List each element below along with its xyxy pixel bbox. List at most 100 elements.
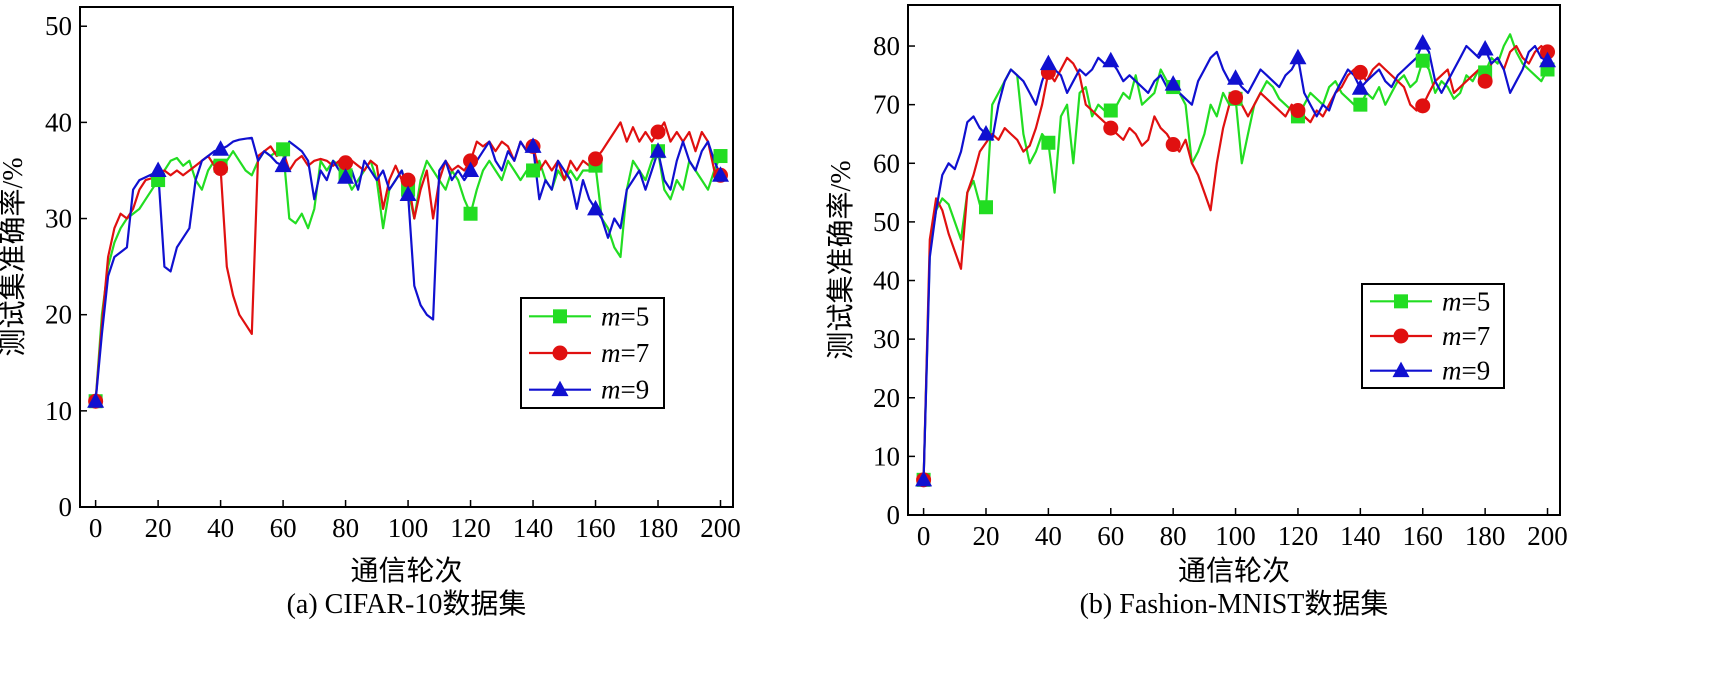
x-tick-label: 200 [700,513,741,543]
y-tick-label: 10 [873,441,900,471]
x-tick-label: 200 [1527,521,1568,551]
x-tick-label: 160 [575,513,616,543]
data-marker [1103,120,1119,136]
y-axis-label: 测试集准确率/% [0,157,29,356]
x-tick-label: 120 [450,513,491,543]
data-marker [400,172,416,188]
y-tick-label: 20 [45,300,72,330]
data-marker [1539,51,1557,68]
data-marker [1415,98,1431,114]
data-marker [977,124,995,141]
data-marker [1352,64,1368,80]
data-marker [87,392,105,408]
data-marker [149,161,167,177]
data-marker [1353,97,1368,112]
chart-caption: (a) CIFAR-10数据集 [287,588,527,620]
legend-marker [1392,361,1410,378]
legend-label-value: =9 [1462,356,1491,386]
legend: m=5m=7m=9 [1361,283,1505,389]
chart-panel-a: 0 20 40 60 80 100 120 140 160 180 200 0 10 20 30 40 50 通… [0,6,741,620]
legend-label: m=5 [1442,286,1490,316]
y-tick-label: 20 [873,383,900,413]
x-tick-label: 40 [207,513,234,543]
data-marker [462,161,480,177]
data-marker [1476,39,1494,56]
data-marker [1414,34,1432,50]
x-tick-label: 100 [1215,521,1256,551]
legend-label-var: m [1442,286,1462,316]
data-marker [524,137,542,153]
x-axis-label: 通信轮次 [350,555,462,587]
data-marker [1041,135,1056,150]
legend-label: m=5 [601,301,649,331]
legend-marker [551,380,569,397]
y-tick-label: 10 [45,396,72,426]
data-marker [1228,90,1244,106]
data-marker [1351,79,1369,95]
data-marker [649,142,667,158]
x-tick-label: 140 [1340,521,1381,551]
y-tick-label: 0 [887,500,901,530]
legend-label-value: =5 [621,301,650,331]
marker-layer [915,34,1557,488]
data-marker [1415,53,1430,68]
y-tick-label: 40 [45,107,72,137]
legend-label-value: =7 [621,338,650,368]
x-tick-label: 160 [1402,521,1443,551]
x-tick-label: 120 [1278,521,1319,551]
legend-label-var: m [1442,321,1462,351]
x-tick-label: 0 [917,521,931,551]
data-marker [338,155,354,171]
y-tick-label: 80 [873,31,900,61]
data-marker [463,206,478,221]
legend-label-value: =5 [1462,286,1491,316]
data-marker [1477,73,1493,89]
marker-layer [87,124,730,409]
x-tick-label: 180 [638,513,679,543]
x-tick-label: 60 [1097,521,1124,551]
data-marker [399,185,417,201]
y-tick-label: 50 [45,11,72,41]
legend-label-var: m [601,338,621,368]
legend-marker [1394,294,1408,309]
data-marker [1102,51,1120,68]
y-axis-label: 测试集准确率/% [825,160,857,359]
legend-label-value: =9 [621,375,650,405]
data-marker [587,199,605,216]
y-tick-label: 50 [873,207,900,237]
legend-marker [553,309,567,324]
x-tick-label: 60 [270,513,297,543]
data-marker [337,168,355,184]
y-tick-label: 60 [873,148,900,178]
data-marker [713,149,728,164]
data-marker [276,142,291,157]
chart-caption: (b) Fashion-MNIST数据集 [1080,588,1389,620]
data-marker [915,470,933,487]
data-marker [274,156,292,173]
y-tick-label: 30 [873,324,900,354]
data-marker [212,140,230,156]
data-marker [463,153,479,169]
data-marker [526,163,541,178]
legend-label-var: m [601,375,621,405]
x-tick-label: 180 [1465,521,1506,551]
y-tick-label: 30 [45,204,72,234]
axis-ticks: 0 20 40 60 80 100 120 140 160 180 200 0 10 20 30 40 50 60… [873,31,1568,551]
data-marker [712,166,730,182]
x-tick-label: 0 [89,513,103,543]
legend-marker [1393,328,1409,344]
y-tick-label: 0 [59,492,73,522]
chart-panel-b: 0 20 40 60 80 100 120 140 160 180 200 0 10 20 30 40 50 60… [825,4,1568,620]
data-marker [1290,103,1306,119]
x-tick-label: 80 [1160,521,1187,551]
x-tick-label: 100 [388,513,429,543]
data-marker [1103,103,1118,118]
legend-label-value: =7 [1462,321,1491,351]
data-marker [1039,54,1057,71]
x-axis-label: 通信轮次 [1178,555,1290,587]
data-marker [1227,69,1245,85]
x-tick-label: 20 [972,521,999,551]
y-tick-label: 70 [873,90,900,120]
axis-ticks: 0 20 40 60 80 100 120 140 160 180 200 0 10 20 30 40 50 [45,11,741,543]
